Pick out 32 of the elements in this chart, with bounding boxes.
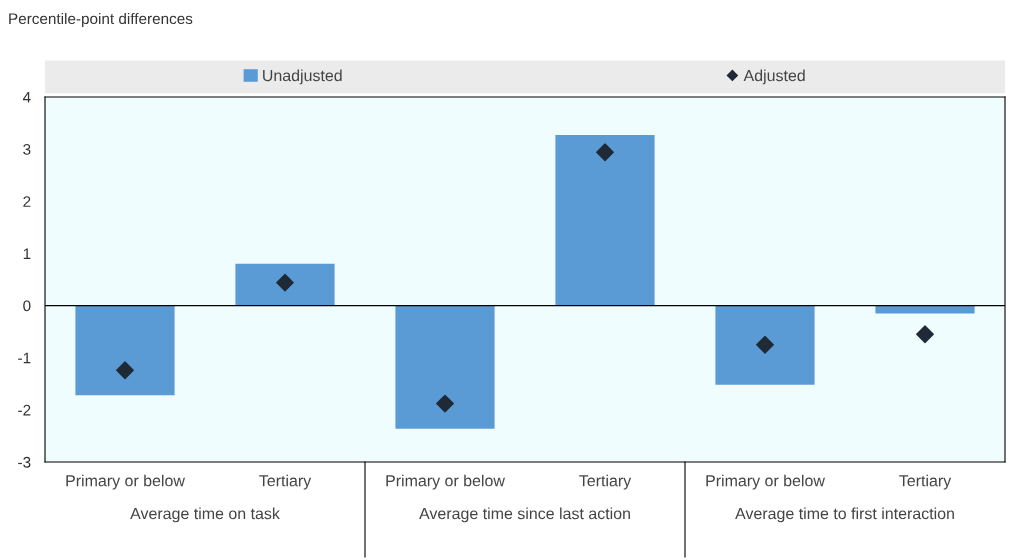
bar <box>555 135 655 306</box>
bar <box>715 305 815 385</box>
y-tick-label: -1 <box>18 352 31 364</box>
y-tick-label: 3 <box>23 144 31 155</box>
point <box>436 394 454 413</box>
bar <box>395 305 495 429</box>
point <box>276 273 294 292</box>
point <box>756 335 774 354</box>
bar <box>875 305 975 314</box>
x-tick-label: Tertiary <box>899 474 952 490</box>
legend-label: Adjusted <box>743 69 805 85</box>
y-tick-label: 1 <box>23 248 31 259</box>
x-tick-label: Tertiary <box>579 474 632 490</box>
y-tick-label: 0 <box>23 300 31 312</box>
text: Average time since last action <box>419 507 630 523</box>
x-tick-label: Primary or below <box>66 474 185 490</box>
text: Average time to first interaction <box>735 507 954 523</box>
bar <box>75 305 175 396</box>
y-tick-label: 4 <box>22 92 31 103</box>
x-tick-label: Primary or below <box>386 474 505 490</box>
legend-label: Unadjusted <box>263 69 342 85</box>
x-tick-label: Primary or below <box>706 474 825 490</box>
y-tick-label: -2 <box>18 404 31 416</box>
point <box>596 143 614 162</box>
y-tick-label: -3 <box>18 456 31 468</box>
point <box>916 325 934 344</box>
text: Average time on task <box>130 507 280 523</box>
bar <box>235 263 335 306</box>
y-tick-label: 2 <box>23 196 31 207</box>
y-axis-title: Percentile-point differences <box>9 12 193 28</box>
point <box>116 361 134 380</box>
x-tick-label: Tertiary <box>259 474 312 490</box>
